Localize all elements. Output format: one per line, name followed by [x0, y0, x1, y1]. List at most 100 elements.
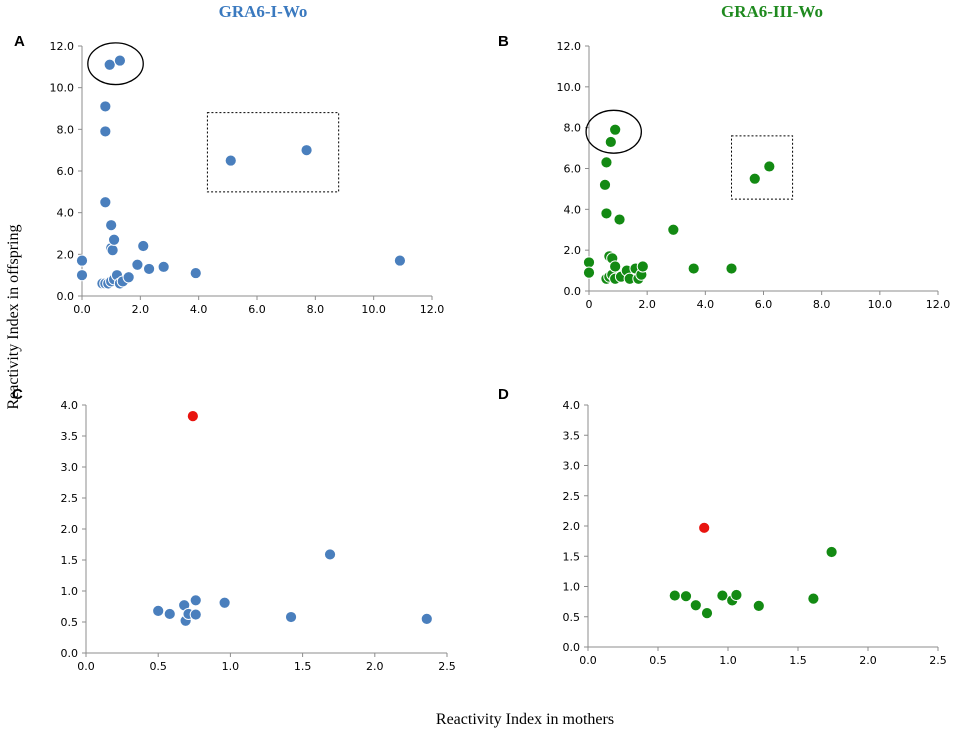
y-tick-label-d: 2.5	[563, 490, 581, 503]
x-tick-label-a: 4.0	[190, 303, 208, 316]
data-point-b	[667, 223, 680, 236]
data-point-d	[700, 607, 714, 620]
data-point-b	[687, 262, 700, 275]
data-point-a	[99, 100, 112, 113]
data-point-c	[189, 594, 202, 607]
data-point-b	[725, 262, 738, 275]
y-tick-label-b: 0.0	[564, 285, 582, 298]
y-tick-label-a: 4.0	[57, 207, 75, 220]
title-gra6-iii-wo: GRA6-III-Wo	[721, 2, 823, 21]
panel-letter-a: A	[14, 33, 25, 50]
data-point-c	[323, 548, 337, 561]
y-tick-label-a: 2.0	[57, 248, 75, 261]
y-axis-title: Reactivity Index in offspring	[5, 225, 22, 410]
y-tick-label-c: 1.0	[61, 585, 79, 598]
x-tick-label-c: 2.5	[438, 660, 456, 673]
x-tick-label-a: 8.0	[307, 303, 325, 316]
data-point-a	[157, 260, 170, 273]
data-point-a	[105, 219, 118, 232]
data-point-c	[152, 604, 165, 617]
y-tick-label-d: 3.5	[563, 429, 581, 442]
red-data-point-c	[186, 410, 199, 423]
x-tick-label-c: 0.0	[77, 660, 95, 673]
data-point-d	[716, 589, 729, 602]
y-tick-label-c: 4.0	[61, 399, 79, 412]
panel-letter-c: C	[12, 386, 23, 403]
data-point-a	[122, 271, 135, 284]
x-tick-label-b: 10.0	[868, 298, 893, 311]
y-tick-label-d: 1.0	[563, 581, 581, 594]
y-tick-label-d: 0.5	[563, 611, 581, 624]
data-point-a	[107, 233, 121, 246]
highlight-ellipse-b	[585, 109, 643, 154]
x-tick-label-c: 0.5	[149, 660, 167, 673]
data-point-d	[752, 599, 765, 612]
data-point-b	[598, 178, 612, 191]
x-tick-label-b: 6.0	[755, 298, 773, 311]
x-tick-label-d: 2.0	[859, 654, 877, 667]
y-tick-label-c: 3.5	[61, 430, 79, 443]
data-point-a	[137, 239, 150, 253]
data-point-a	[131, 258, 144, 271]
y-tick-label-d: 1.5	[563, 550, 581, 563]
x-tick-label-a: 12.0	[420, 303, 445, 316]
x-tick-label-d: 1.5	[789, 654, 807, 667]
x-tick-label-b: 2.0	[638, 298, 656, 311]
y-tick-label-a: 0.0	[57, 290, 75, 303]
x-tick-label-a: 10.0	[361, 303, 386, 316]
x-tick-label-d: 2.5	[929, 654, 947, 667]
y-tick-label-a: 10.0	[50, 82, 75, 95]
data-point-d	[689, 599, 702, 612]
data-point-a	[103, 58, 116, 71]
x-tick-label-d: 0.5	[649, 654, 667, 667]
y-tick-label-b: 6.0	[564, 163, 582, 176]
y-tick-label-c: 2.5	[61, 492, 79, 505]
panel-letter-b: B	[498, 33, 509, 50]
data-point-c	[163, 607, 176, 621]
panel-c-scatter: 0.0 0.5 1.0 1.5 2.0 2.5 0.0 0.5 1.0 1.5 2.0 2.5 3.0 3…	[61, 399, 456, 673]
y-tick-label-c: 0.5	[61, 616, 79, 629]
data-point-b	[600, 207, 613, 220]
data-point-b	[582, 256, 596, 269]
y-tick-label-c: 0.0	[61, 647, 79, 660]
highlight-box-b	[731, 135, 794, 200]
data-point-b	[636, 260, 649, 273]
x-tick-label-d: 0.0	[579, 654, 597, 667]
data-point-c	[284, 610, 298, 624]
red-data-point-d	[698, 521, 711, 534]
data-point-d	[807, 592, 820, 605]
y-tick-label-a: 6.0	[57, 165, 75, 178]
data-point-b	[600, 156, 613, 169]
data-point-d	[825, 545, 838, 559]
data-point-d	[730, 588, 743, 602]
panel-letter-d: D	[498, 386, 509, 403]
data-point-c	[420, 612, 433, 626]
x-tick-label-b: 8.0	[813, 298, 831, 311]
x-tick-label-a: 0.0	[73, 303, 91, 316]
y-tick-label-b: 12.0	[557, 40, 582, 53]
x-tick-label-b: 0	[586, 298, 593, 311]
x-axis-title: Reactivity Index in mothers	[436, 711, 614, 728]
highlight-box-a	[206, 112, 340, 193]
x-tick-label-a: 6.0	[248, 303, 266, 316]
y-tick-label-c: 3.0	[61, 461, 79, 474]
y-tick-label-c: 2.0	[61, 523, 79, 536]
y-tick-label-b: 8.0	[564, 122, 582, 135]
data-point-b	[582, 266, 596, 279]
data-point-a	[142, 262, 156, 276]
y-tick-label-d: 4.0	[563, 399, 581, 412]
panel-d-scatter: 0.0 0.5 1.0 1.5 2.0 2.5 0.0 0.5 1.0 1.5 2.0 2.5 3.0 3…	[563, 399, 947, 667]
title-gra6-i-wo: GRA6-I-Wo	[219, 2, 308, 21]
data-point-a	[189, 266, 202, 280]
data-point-c	[189, 608, 202, 621]
x-tick-label-a: 2.0	[132, 303, 150, 316]
panel-b-scatter: 0 2.0 4.0 6.0 8.0 10.0 12.0 0.0 2.0 4.0 6.0 8.0 10.0…	[557, 40, 951, 311]
data-point-b	[604, 135, 617, 149]
data-point-b	[609, 260, 622, 273]
data-point-d	[668, 589, 681, 602]
data-point-a	[106, 244, 119, 257]
data-point-a	[393, 254, 407, 267]
data-point-b	[613, 213, 626, 226]
